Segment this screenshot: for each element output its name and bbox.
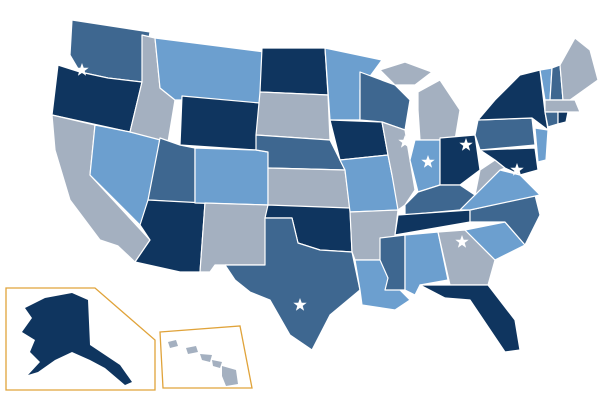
state (194, 147, 269, 206)
state (267, 167, 351, 211)
state (559, 37, 599, 101)
state (154, 37, 266, 106)
state (255, 91, 331, 141)
state (417, 79, 461, 141)
alaska-inset-frame (5, 287, 156, 391)
state (544, 111, 559, 128)
state (329, 119, 389, 161)
states (51, 19, 599, 353)
state (479, 147, 539, 176)
state (474, 117, 536, 151)
state (179, 95, 261, 151)
state (534, 127, 549, 163)
state (439, 134, 481, 186)
hawaii-inset-frame (159, 325, 253, 389)
state (544, 99, 581, 113)
state (379, 61, 433, 86)
hawaii (168, 340, 238, 386)
state (199, 202, 269, 273)
state (477, 69, 549, 131)
state (557, 111, 569, 125)
state (419, 284, 521, 353)
state (259, 47, 329, 96)
state (255, 134, 346, 171)
state (224, 217, 361, 351)
state (437, 229, 496, 286)
alaska (22, 293, 132, 385)
